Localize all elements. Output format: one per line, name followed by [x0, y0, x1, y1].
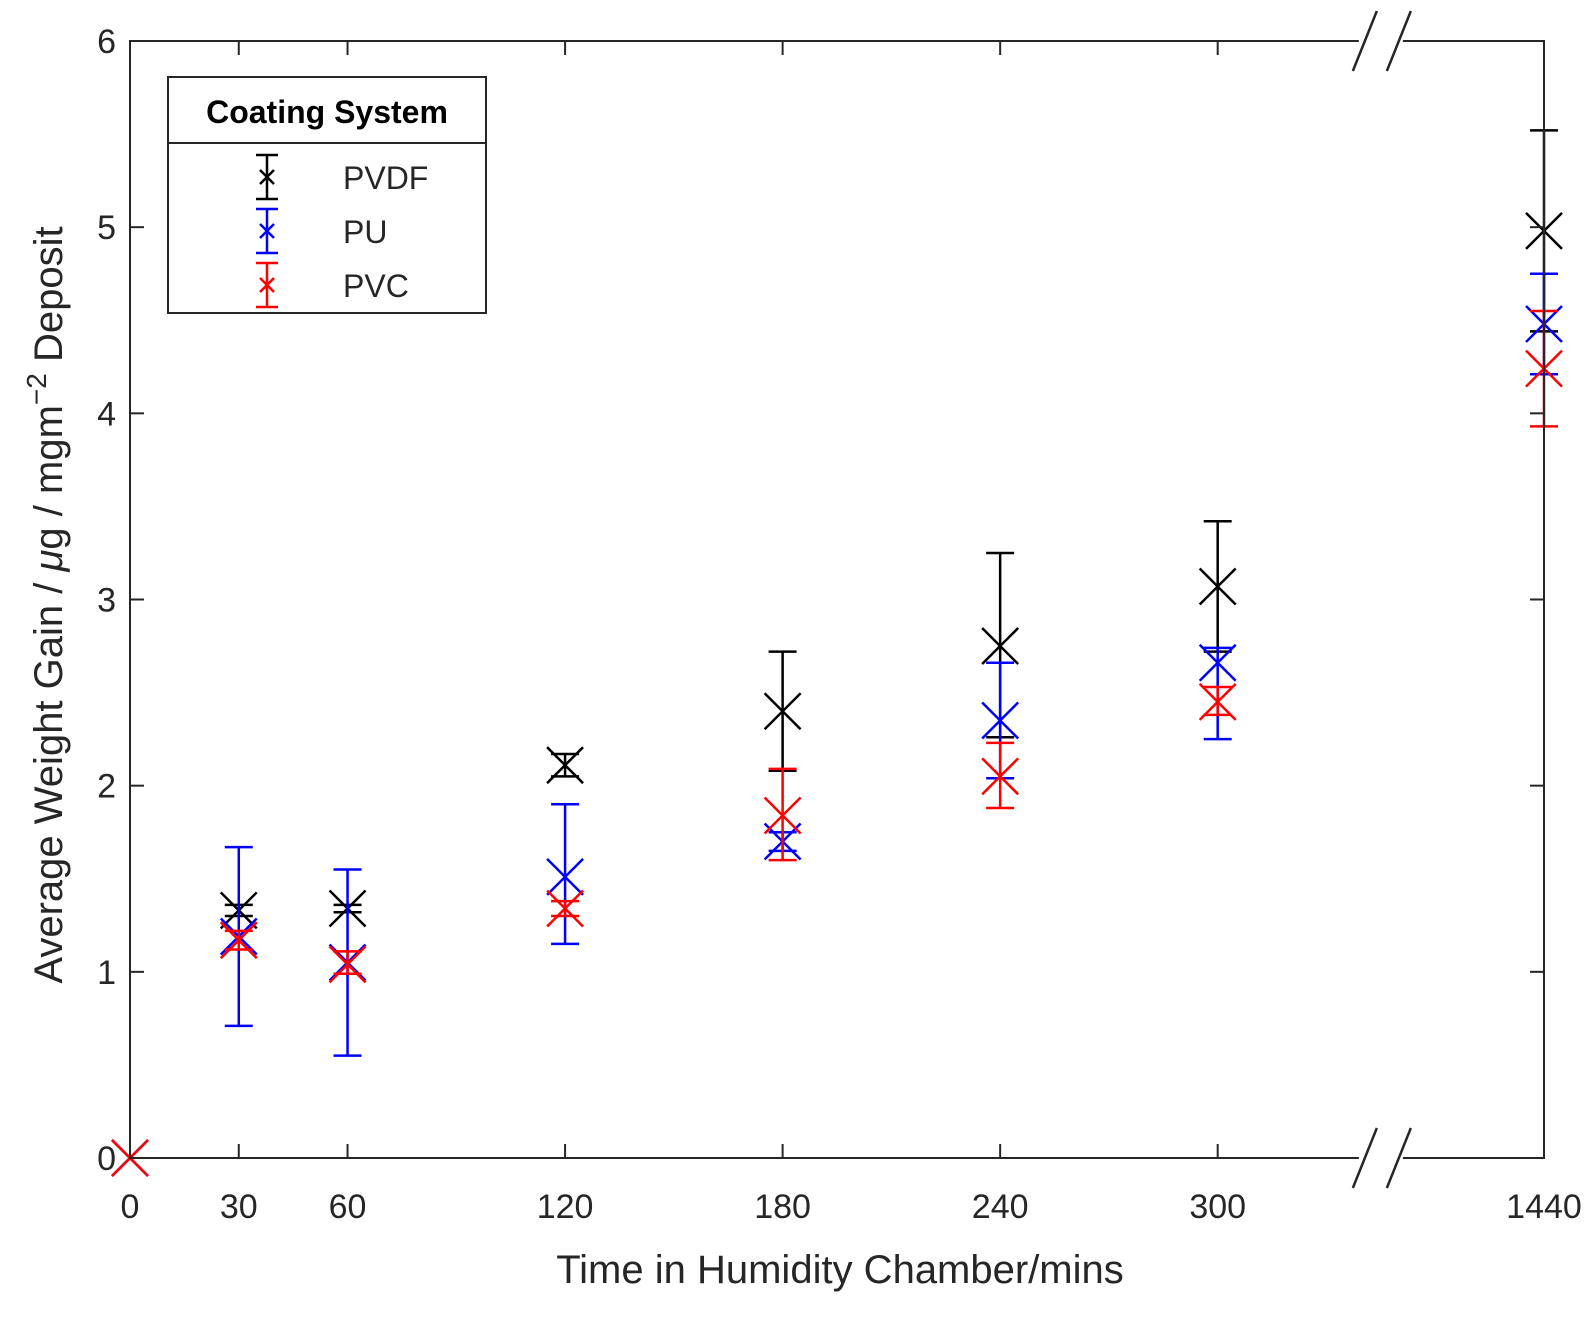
data-point-pu	[1198, 643, 1237, 682]
data-point-pvc	[219, 921, 258, 960]
x-tick-label: 1440	[1506, 1188, 1582, 1226]
data-point-pvc	[328, 945, 367, 984]
y-axis-label-end: Deposit	[27, 226, 71, 373]
y-tick-label: 5	[97, 209, 116, 247]
legend-marker-pvc	[259, 277, 275, 293]
y-tick-label: 0	[97, 1140, 116, 1178]
x-axis-label: Time in Humidity Chamber/mins	[556, 1248, 1124, 1292]
data-point-pvdf	[981, 627, 1020, 665]
x-axis-break-top-slash-left	[1351, 10, 1379, 72]
x-tick-label: 240	[972, 1188, 1029, 1226]
x-axis-break-bottom-slash-left	[1351, 1127, 1379, 1189]
legend-label-pu: PU	[343, 214, 387, 250]
y-tick-label: 6	[97, 23, 116, 61]
legend-label-pvdf: PVDF	[343, 160, 428, 196]
x-tick-label: 60	[329, 1188, 367, 1226]
data-point-pvdf	[763, 692, 802, 731]
x-tick-label: 120	[537, 1188, 594, 1226]
data-point-pvc	[981, 757, 1020, 796]
legend-label-pvc: PVC	[343, 268, 409, 304]
x-tick-label: 30	[220, 1188, 258, 1226]
legend-title: Coating System	[206, 94, 448, 130]
y-tick-label: 2	[97, 768, 116, 806]
legend-marker-pu	[259, 223, 275, 239]
data-point-pu	[981, 701, 1020, 740]
y-axis-label-exponent: −2	[21, 373, 52, 405]
y-axis-label: Average Weight Gain / μg / mgm−2 Deposit	[21, 226, 71, 983]
x-axis-break-top-slash-right	[1385, 10, 1413, 72]
y-axis-label-unit: g / mgm	[27, 405, 71, 549]
x-tick-label: 300	[1189, 1188, 1246, 1226]
legend-marker-pvdf	[259, 169, 275, 185]
data-point-pu	[546, 858, 584, 896]
x-axis-break-bottom-slash-right	[1385, 1127, 1413, 1189]
x-tick-label: 0	[121, 1188, 140, 1226]
y-tick-label: 3	[97, 582, 116, 620]
y-axis-label-main: Average Weight Gain /	[27, 572, 71, 984]
data-point-pvdf	[1198, 567, 1237, 606]
data-point-pvc	[546, 889, 584, 928]
y-axis-label-mu: μ	[27, 550, 71, 573]
data-point-pvdf	[546, 746, 584, 785]
y-tick-label: 1	[97, 954, 116, 992]
legend-entries: PVDF PU PVC	[256, 153, 428, 309]
x-axis-break-top-gap	[1358, 35, 1403, 47]
legend: Coating System PVDF PU PVC	[167, 76, 487, 314]
data-point-pvc	[1198, 683, 1237, 721]
legend-box	[167, 76, 487, 314]
y-tick-label: 4	[97, 395, 116, 433]
data-point-pvc	[763, 796, 802, 835]
x-axis-break-bottom-gap	[1358, 1152, 1403, 1164]
x-tick-label: 180	[754, 1188, 811, 1226]
